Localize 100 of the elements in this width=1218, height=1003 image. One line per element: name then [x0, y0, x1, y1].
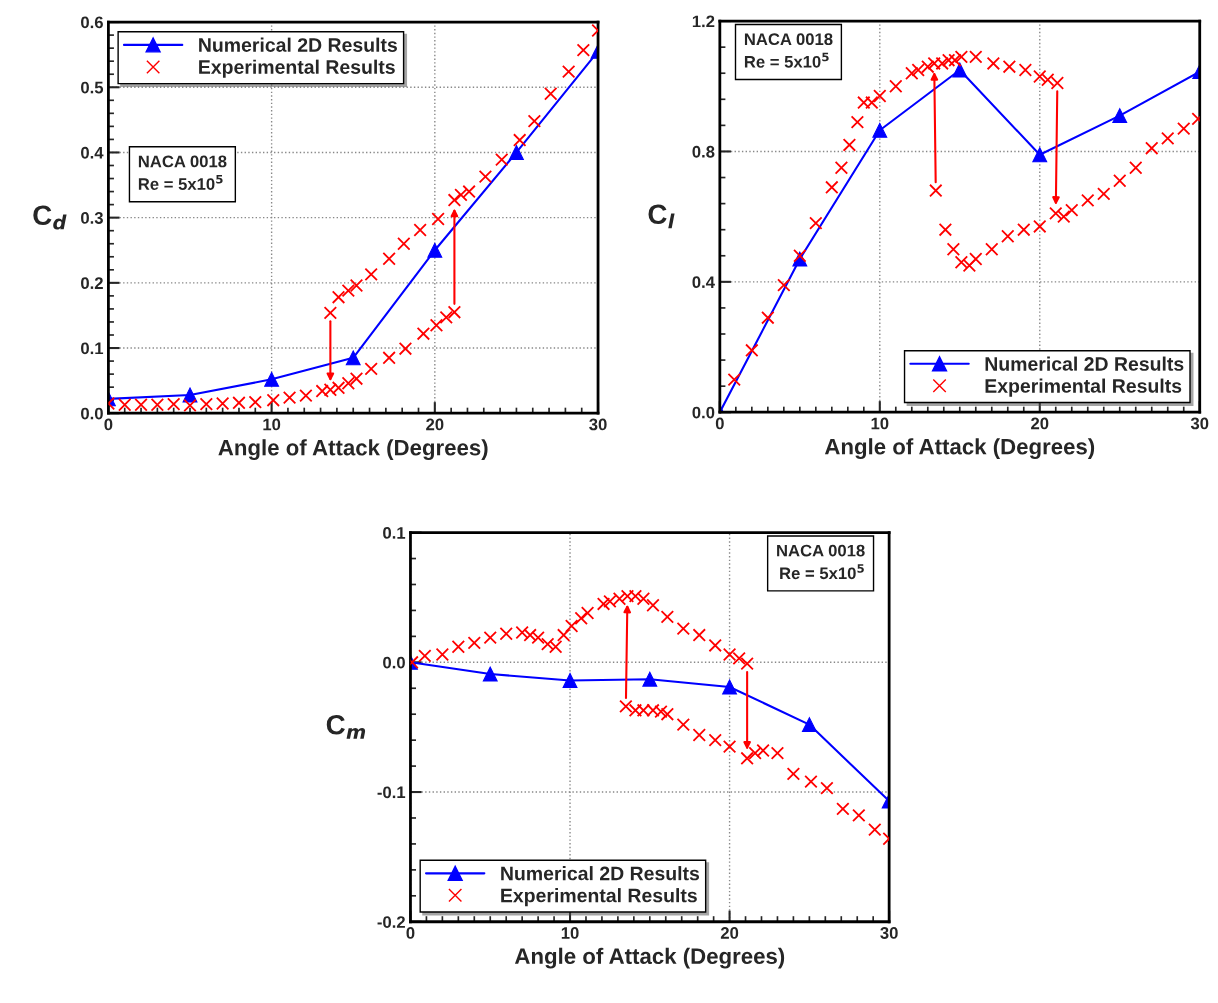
- point: [508, 144, 524, 160]
- point: [248, 395, 263, 409]
- annotation: NACA 0018 Re = 5x10$^{5}$: [777, 544, 865, 580]
- x-tick-label: 10: [263, 418, 281, 431]
- y-tick-label: 0.5: [81, 81, 104, 94]
- point: [708, 733, 722, 747]
- point: [556, 628, 571, 642]
- y-tick-label: 0.1: [383, 526, 406, 539]
- point: [397, 237, 411, 251]
- point: [692, 628, 706, 642]
- x-tick-label: 20: [720, 927, 739, 939]
- point: [722, 739, 737, 754]
- point: [836, 802, 850, 816]
- point: [985, 242, 999, 256]
- point: [642, 671, 658, 687]
- point: [331, 290, 346, 304]
- point: [1177, 121, 1191, 136]
- y-axis-title: C$_{l}$: [648, 204, 675, 229]
- y-tick-label: 0.1: [81, 342, 104, 355]
- point: [801, 717, 817, 733]
- point: [435, 647, 450, 662]
- y-tick-label: 1.2: [692, 15, 715, 28]
- legend-label: Numerical 2D Results: [199, 37, 397, 52]
- point: [483, 630, 497, 645]
- point: [134, 398, 148, 412]
- point: [777, 278, 791, 292]
- point: [264, 371, 280, 387]
- point: [929, 183, 943, 198]
- point: [1041, 73, 1055, 87]
- point: [1002, 59, 1017, 74]
- y-tick-label: 0.8: [692, 145, 715, 158]
- point: [576, 43, 591, 57]
- point: [804, 774, 818, 789]
- point: [540, 637, 555, 651]
- point: [842, 138, 857, 152]
- point: [1017, 222, 1031, 237]
- point: [969, 252, 983, 266]
- point: [495, 152, 509, 167]
- point: [834, 161, 849, 175]
- y-tick-label: 0.4: [692, 276, 715, 289]
- x-tick-label: 0: [104, 418, 113, 431]
- legend-label: Numerical 2D Results: [501, 866, 700, 881]
- x-tick-label: 0: [715, 417, 724, 430]
- point: [850, 115, 865, 129]
- point: [676, 621, 691, 636]
- annotation: NACA 0018 Re = 5x10$^{5}$: [138, 155, 227, 190]
- point: [692, 728, 706, 742]
- y-tick-label: -0.2: [377, 916, 405, 928]
- point: [199, 397, 214, 411]
- point: [323, 306, 338, 320]
- point: [454, 188, 468, 202]
- point: [299, 388, 313, 403]
- x-tick-label: 20: [426, 418, 444, 431]
- point: [382, 252, 396, 266]
- point: [499, 627, 513, 641]
- point: [562, 673, 578, 688]
- point: [543, 87, 558, 101]
- y-axis-title: C$_{m}$: [326, 714, 366, 739]
- point: [793, 249, 807, 263]
- point: [1113, 174, 1127, 188]
- point: [364, 362, 378, 376]
- point: [636, 592, 651, 606]
- point: [429, 318, 444, 332]
- point: [564, 619, 579, 633]
- point: [523, 628, 537, 642]
- point: [512, 133, 527, 147]
- point: [150, 398, 165, 412]
- x-tick-label: 30: [1190, 417, 1209, 430]
- point: [952, 62, 968, 78]
- point: [282, 390, 297, 405]
- point: [761, 310, 775, 325]
- point: [809, 216, 823, 230]
- point: [660, 707, 675, 721]
- point: [447, 193, 462, 207]
- point: [232, 396, 246, 410]
- point: [911, 63, 925, 77]
- point: [596, 597, 611, 611]
- point: [331, 381, 346, 395]
- point: [418, 649, 432, 663]
- point: [786, 767, 801, 781]
- point: [1049, 206, 1063, 221]
- point: [574, 611, 588, 625]
- point: [954, 255, 969, 269]
- point: [431, 212, 445, 226]
- point: [1081, 193, 1095, 208]
- y-tick-label: 0.3: [81, 212, 103, 224]
- x-axis-title: Angle of Attack (Degrees): [514, 947, 785, 969]
- point: [1065, 203, 1079, 217]
- point: [820, 781, 834, 795]
- legend-label: Numerical 2D Results: [985, 356, 1184, 371]
- point: [266, 393, 280, 407]
- y-tick-label: 0.2: [81, 277, 103, 290]
- point: [1050, 76, 1065, 90]
- point: [654, 704, 668, 719]
- x-tick-label: 0: [406, 927, 415, 939]
- point: [1097, 187, 1111, 201]
- point: [872, 122, 888, 138]
- point: [515, 625, 529, 640]
- x-tick-label: 10: [871, 417, 889, 430]
- point: [676, 717, 691, 732]
